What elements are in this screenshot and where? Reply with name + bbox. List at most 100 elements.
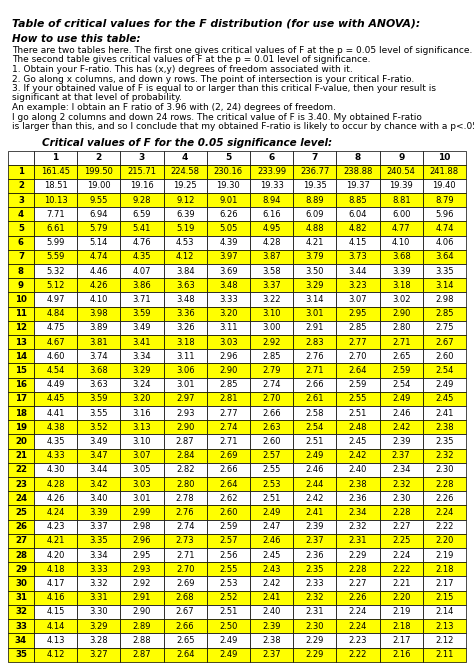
Text: 2.59: 2.59 xyxy=(392,366,410,375)
Text: 2.76: 2.76 xyxy=(305,352,324,361)
Bar xyxy=(423,633,466,647)
Bar xyxy=(164,463,207,477)
Text: 2.87: 2.87 xyxy=(133,650,151,659)
Text: 19.00: 19.00 xyxy=(87,182,110,190)
Bar xyxy=(250,349,293,364)
Bar xyxy=(423,378,466,392)
Text: 3.44: 3.44 xyxy=(90,466,108,474)
Bar xyxy=(77,207,120,222)
Text: 16: 16 xyxy=(15,381,27,389)
Text: 6.59: 6.59 xyxy=(133,210,151,219)
Text: 2.24: 2.24 xyxy=(349,622,367,630)
Bar xyxy=(423,619,466,633)
Text: 2.30: 2.30 xyxy=(392,494,410,503)
Text: 3.40: 3.40 xyxy=(90,494,108,503)
Bar xyxy=(293,647,337,662)
Text: 2.35: 2.35 xyxy=(306,565,324,574)
Text: 4.95: 4.95 xyxy=(263,224,281,233)
Bar xyxy=(380,605,423,619)
Bar xyxy=(250,477,293,491)
Text: 2.85: 2.85 xyxy=(435,310,454,318)
Bar xyxy=(250,364,293,378)
Text: 27: 27 xyxy=(15,537,27,545)
Bar xyxy=(120,151,164,165)
Text: 2.23: 2.23 xyxy=(349,636,367,645)
Bar xyxy=(120,321,164,335)
Text: 22: 22 xyxy=(15,466,27,474)
Text: 2.32: 2.32 xyxy=(349,523,367,531)
Text: 10: 10 xyxy=(438,153,451,162)
Bar xyxy=(423,477,466,491)
Bar xyxy=(164,293,207,307)
Text: 2.74: 2.74 xyxy=(262,381,281,389)
Text: 2.21: 2.21 xyxy=(392,579,410,588)
Bar xyxy=(34,207,77,222)
Bar xyxy=(337,307,380,321)
Bar xyxy=(380,491,423,505)
Text: 4.97: 4.97 xyxy=(46,295,65,304)
Text: 6.26: 6.26 xyxy=(219,210,238,219)
Bar xyxy=(293,548,337,562)
Text: 230.16: 230.16 xyxy=(214,168,243,176)
Text: 2.48: 2.48 xyxy=(349,423,367,432)
Bar xyxy=(250,378,293,392)
Text: 3.35: 3.35 xyxy=(435,267,454,275)
Text: 2.71: 2.71 xyxy=(392,338,410,346)
Bar xyxy=(423,335,466,349)
Bar xyxy=(8,321,34,335)
Bar xyxy=(34,548,77,562)
Bar xyxy=(164,619,207,633)
Bar xyxy=(250,293,293,307)
Text: 2.50: 2.50 xyxy=(219,622,237,630)
Bar xyxy=(164,505,207,520)
Bar xyxy=(77,321,120,335)
Bar xyxy=(34,364,77,378)
Text: 2.38: 2.38 xyxy=(262,636,281,645)
Bar xyxy=(293,222,337,236)
Bar xyxy=(164,548,207,562)
Text: 3.11: 3.11 xyxy=(219,324,237,332)
Text: 233.99: 233.99 xyxy=(257,168,286,176)
Text: 2.54: 2.54 xyxy=(392,381,410,389)
Text: 2.46: 2.46 xyxy=(392,409,410,417)
Text: 2.55: 2.55 xyxy=(263,466,281,474)
Text: 2.24: 2.24 xyxy=(349,608,367,616)
Text: 19.39: 19.39 xyxy=(389,182,413,190)
Text: 2.41: 2.41 xyxy=(263,594,281,602)
Bar xyxy=(34,505,77,520)
Text: 2.96: 2.96 xyxy=(133,537,151,545)
Bar xyxy=(380,236,423,250)
Text: 2.70: 2.70 xyxy=(349,352,367,361)
Bar xyxy=(250,207,293,222)
Text: 3.48: 3.48 xyxy=(176,295,194,304)
Text: 4.24: 4.24 xyxy=(46,508,65,517)
Text: 2.97: 2.97 xyxy=(176,395,194,403)
Text: 3.47: 3.47 xyxy=(90,452,108,460)
Bar xyxy=(164,605,207,619)
Text: 2.83: 2.83 xyxy=(305,338,324,346)
Bar xyxy=(380,619,423,633)
Text: 4.35: 4.35 xyxy=(133,253,151,261)
Text: 2.22: 2.22 xyxy=(392,565,410,574)
Text: 3.63: 3.63 xyxy=(176,281,194,290)
Text: 3.10: 3.10 xyxy=(262,310,281,318)
Text: 3.14: 3.14 xyxy=(306,295,324,304)
Bar xyxy=(77,406,120,420)
Text: 215.71: 215.71 xyxy=(128,168,156,176)
Text: 3.58: 3.58 xyxy=(262,267,281,275)
Text: 2.20: 2.20 xyxy=(392,594,410,602)
Text: 7: 7 xyxy=(311,153,318,162)
Text: 2.42: 2.42 xyxy=(263,579,281,588)
Text: 3.14: 3.14 xyxy=(435,281,454,290)
Bar xyxy=(337,477,380,491)
Bar xyxy=(120,193,164,207)
Bar xyxy=(8,179,34,193)
Bar xyxy=(250,491,293,505)
Text: 6: 6 xyxy=(268,153,275,162)
Bar xyxy=(293,491,337,505)
Text: 2.98: 2.98 xyxy=(133,523,151,531)
Text: 3.32: 3.32 xyxy=(90,579,108,588)
Bar xyxy=(164,420,207,435)
Bar xyxy=(34,534,77,548)
Bar xyxy=(293,349,337,364)
